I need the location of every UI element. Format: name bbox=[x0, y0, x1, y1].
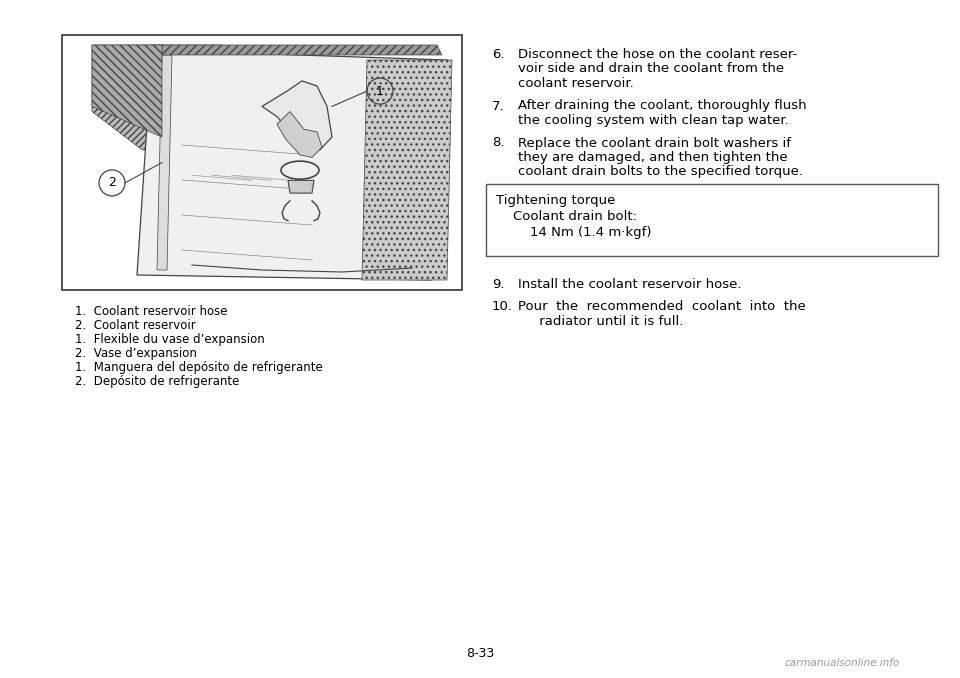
Text: 7.: 7. bbox=[492, 100, 505, 113]
Text: 1.  Flexible du vase d’expansion: 1. Flexible du vase d’expansion bbox=[75, 333, 265, 346]
Text: 14 Nm (1.4 m·kgf): 14 Nm (1.4 m·kgf) bbox=[496, 226, 652, 239]
Text: 1.  Coolant reservoir hose: 1. Coolant reservoir hose bbox=[75, 305, 228, 318]
Text: 2.  Coolant reservoir: 2. Coolant reservoir bbox=[75, 319, 196, 332]
Text: 2.  Vase d’expansion: 2. Vase d’expansion bbox=[75, 347, 197, 360]
Text: coolant reservoir.: coolant reservoir. bbox=[518, 77, 634, 90]
Text: the cooling system with clean tap water.: the cooling system with clean tap water. bbox=[518, 114, 789, 127]
Polygon shape bbox=[262, 81, 332, 150]
Bar bbox=[486, 184, 938, 256]
Text: carmanualsonline.info: carmanualsonline.info bbox=[784, 658, 900, 668]
Polygon shape bbox=[137, 50, 447, 280]
Text: Install the coolant reservoir hose.: Install the coolant reservoir hose. bbox=[518, 278, 741, 291]
Text: coolant drain bolts to the specified torque.: coolant drain bolts to the specified tor… bbox=[518, 165, 803, 178]
Polygon shape bbox=[92, 45, 222, 150]
Polygon shape bbox=[152, 45, 442, 55]
Text: 8.: 8. bbox=[492, 136, 505, 150]
Text: Replace the coolant drain bolt washers if: Replace the coolant drain bolt washers i… bbox=[518, 136, 791, 150]
Text: they are damaged, and then tighten the: they are damaged, and then tighten the bbox=[518, 151, 787, 164]
Text: Tightening torque: Tightening torque bbox=[496, 194, 615, 207]
Polygon shape bbox=[277, 111, 322, 157]
Text: Pour  the  recommended  coolant  into  the: Pour the recommended coolant into the bbox=[518, 300, 805, 313]
Text: Disconnect the hose on the coolant reser-: Disconnect the hose on the coolant reser… bbox=[518, 48, 797, 61]
Text: 10.: 10. bbox=[492, 300, 513, 313]
Text: 8-33: 8-33 bbox=[466, 647, 494, 660]
Text: 1: 1 bbox=[376, 85, 384, 98]
Polygon shape bbox=[157, 55, 172, 270]
Text: radiator until it is full.: radiator until it is full. bbox=[518, 315, 684, 328]
Text: voir side and drain the coolant from the: voir side and drain the coolant from the bbox=[518, 62, 784, 75]
Polygon shape bbox=[288, 180, 314, 193]
Polygon shape bbox=[362, 60, 452, 280]
Polygon shape bbox=[92, 45, 162, 137]
Text: 9.: 9. bbox=[492, 278, 505, 291]
Text: 1.  Manguera del depósito de refrigerante: 1. Manguera del depósito de refrigerante bbox=[75, 361, 323, 374]
Text: 2: 2 bbox=[108, 176, 116, 189]
Text: After draining the coolant, thoroughly flush: After draining the coolant, thoroughly f… bbox=[518, 100, 806, 113]
Text: 6.: 6. bbox=[492, 48, 505, 61]
Text: 2.  Depósito de refrigerante: 2. Depósito de refrigerante bbox=[75, 375, 239, 388]
Bar bbox=[62, 35, 462, 290]
Text: Coolant drain bolt:: Coolant drain bolt: bbox=[496, 210, 637, 223]
